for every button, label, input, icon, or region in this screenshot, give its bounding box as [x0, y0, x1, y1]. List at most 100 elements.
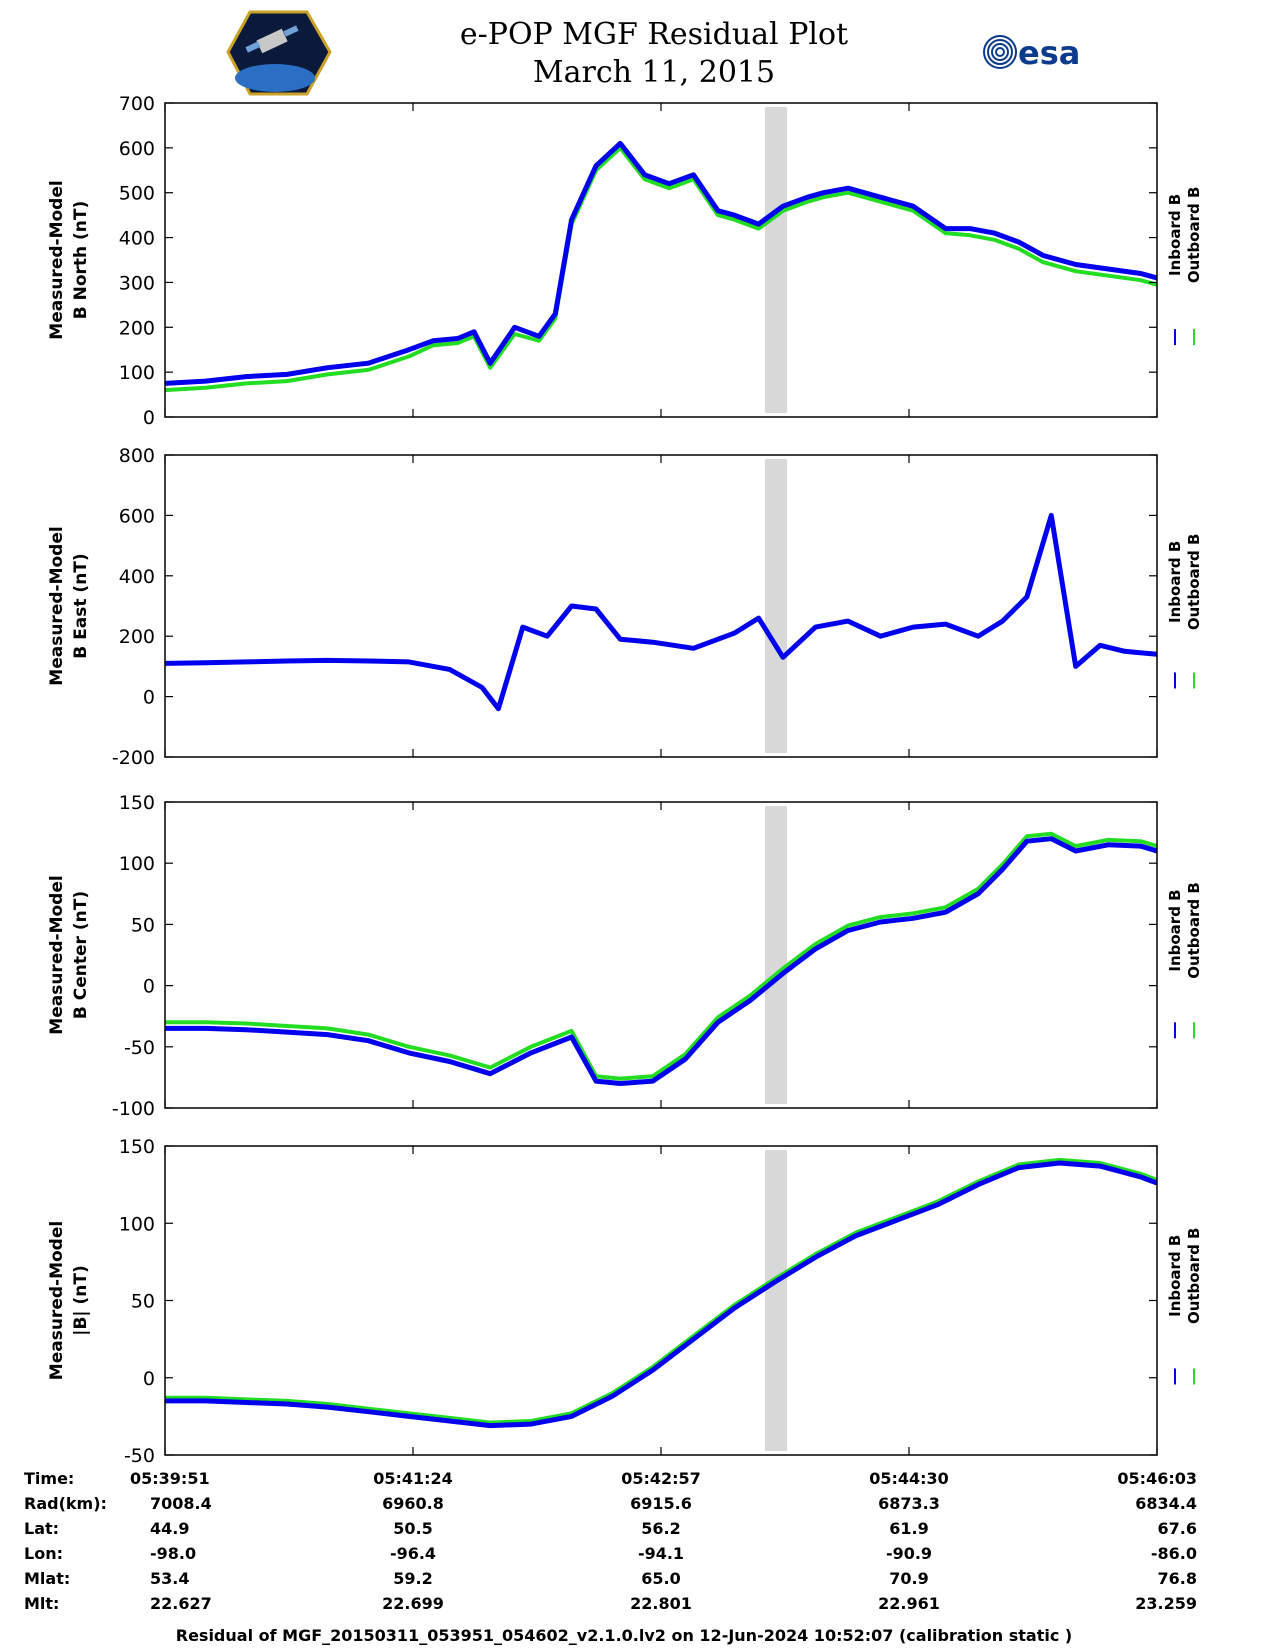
y-tick-label: 0: [143, 1368, 155, 1390]
legend-label-inboard: Inboard B: [1166, 541, 1184, 623]
table-cell: -90.9: [886, 1544, 932, 1563]
table-row-label: Lon:: [24, 1544, 63, 1563]
y-axis-label-line2: |B| (nT): [71, 1265, 91, 1336]
series-line-inboard: [164, 512, 1158, 712]
y-tick-label: 0: [143, 976, 155, 998]
y-tick-label: 150: [119, 792, 155, 814]
y-axis-label-line1: Measured-Model: [47, 875, 67, 1034]
y-tick-label: -100: [112, 1098, 155, 1120]
table-cell: 65.0: [641, 1569, 680, 1588]
table-cell: 22.699: [382, 1594, 444, 1613]
legend: Inboard B Outboard B: [1166, 882, 1203, 1039]
orbit-table: Time: Rad(km): Lat: Lon: Mlat: Mlt: 05:39:51 70…: [24, 1469, 1197, 1613]
table-cell: 05:39:51: [130, 1469, 210, 1488]
y-axis-label-line1: Measured-Model: [47, 526, 67, 685]
y-tick-label: 150: [119, 1136, 155, 1158]
legend-label-outboard: Outboard B: [1185, 1227, 1203, 1324]
series-line-inboard: [165, 836, 1158, 1086]
y-tick-label: 100: [119, 362, 155, 384]
legend: Inboard B Outboard B: [1166, 187, 1203, 346]
table-cell: -98.0: [150, 1544, 196, 1563]
y-tick-label: -50: [124, 1037, 155, 1059]
table-row-label: Lat:: [24, 1519, 59, 1538]
legend-label-outboard: Outboard B: [1185, 187, 1203, 284]
esa-logo: esa: [983, 34, 1080, 72]
table-cell: -96.4: [390, 1544, 436, 1563]
table-row-label: Mlat:: [24, 1569, 70, 1588]
table-cell: 6960.8: [382, 1494, 444, 1513]
y-tick-label: -50: [124, 1445, 155, 1467]
table-cell: -94.1: [638, 1544, 684, 1563]
table-cell: 6873.3: [878, 1494, 940, 1513]
legend: Inboard B Outboard B: [1166, 534, 1203, 689]
legend-label-inboard: Inboard B: [1166, 1235, 1184, 1317]
table-cell: 44.9: [150, 1519, 189, 1538]
legend-label-inboard: Inboard B: [1166, 889, 1184, 971]
table-cell: -86.0: [1151, 1544, 1197, 1563]
title-line1: e-POP MGF Residual Plot: [460, 17, 848, 52]
plot-frame: [164, 801, 1158, 1109]
data-gap-band: [765, 107, 787, 413]
y-tick-label: 0: [143, 687, 155, 709]
data-gap-band: [765, 459, 787, 753]
table-row-label: Time:: [24, 1469, 74, 1488]
y-axis-label-line2: B East (nT): [71, 553, 91, 658]
y-tick-label: -200: [112, 747, 155, 769]
table-cell: 05:44:30: [869, 1469, 949, 1488]
table-cell: 6915.6: [630, 1494, 692, 1513]
cassiope-logo-icon: [226, 10, 332, 96]
y-tick-label: 400: [119, 566, 155, 588]
panel-3: -100 -50 0 50 100 150 Measured-Model B Center (…: [47, 792, 1203, 1120]
table-cell: 53.4: [150, 1569, 189, 1588]
table-cell: 22.627: [150, 1594, 212, 1613]
data-gap-band: [765, 806, 787, 1104]
series-line-outboard: [165, 831, 1158, 1081]
data-gap-band: [765, 1150, 787, 1451]
y-axis-label-line2: B North (nT): [71, 201, 91, 320]
table-cell: 70.9: [889, 1569, 928, 1588]
y-tick-label: 200: [119, 317, 155, 339]
panel-1: 0 100 200 300 400 500 600 700 Measured-Model B No…: [47, 93, 1203, 429]
y-tick-label: 100: [119, 853, 155, 875]
table-cell: 56.2: [641, 1519, 680, 1538]
panel-2: -200 0 200 400 600 800 Measured-Model B East (n…: [47, 445, 1203, 769]
table-cell: 76.8: [1158, 1569, 1197, 1588]
legend-label-outboard: Outboard B: [1185, 534, 1203, 631]
y-tick-label: 300: [119, 272, 155, 294]
table-cell: 22.961: [878, 1594, 940, 1613]
panel-4: -50 0 50 100 150 Measured-Model |B| (nT) Inboar…: [47, 1136, 1203, 1467]
table-cell: 05:46:03: [1117, 1469, 1197, 1488]
y-tick-label: 800: [119, 445, 155, 467]
legend: Inboard B Outboard B: [1166, 1227, 1203, 1385]
table-cell: 05:42:57: [621, 1469, 701, 1488]
series-line-inboard: [164, 140, 1158, 386]
table-cell: 7008.4: [150, 1494, 212, 1513]
series-line-outboard: [164, 145, 1158, 393]
y-tick-label: 200: [119, 626, 155, 648]
table-cell: 22.801: [630, 1594, 692, 1613]
series-line-outboard: [165, 1157, 1158, 1425]
y-tick-label: 700: [119, 93, 155, 115]
table-cell: 61.9: [889, 1519, 928, 1538]
table-cell: 05:41:24: [373, 1469, 453, 1488]
table-cell: 67.6: [1158, 1519, 1197, 1538]
y-tick-label: 50: [131, 1291, 155, 1313]
plot-frame: [164, 1145, 1158, 1456]
y-tick-label: 50: [131, 914, 155, 936]
y-tick-label: 100: [119, 1213, 155, 1235]
series-line-inboard: [165, 1160, 1158, 1429]
table-cell: 6834.4: [1135, 1494, 1197, 1513]
table-cell: 50.5: [393, 1519, 432, 1538]
y-tick-label: 500: [119, 183, 155, 205]
esa-swirl-icon: [983, 35, 1017, 69]
footer-caption: Residual of MGF_20150311_053951_054602_v…: [176, 1626, 1072, 1645]
legend-label-outboard: Outboard B: [1185, 882, 1203, 979]
title-line2: March 11, 2015: [533, 55, 775, 90]
esa-logo-text: esa: [1018, 34, 1080, 72]
y-tick-label: 600: [119, 505, 155, 527]
y-axis-label-line1: Measured-Model: [47, 180, 67, 339]
y-axis-label-line2: B Center (nT): [71, 891, 91, 1019]
table-row-label: Mlt:: [24, 1594, 59, 1613]
